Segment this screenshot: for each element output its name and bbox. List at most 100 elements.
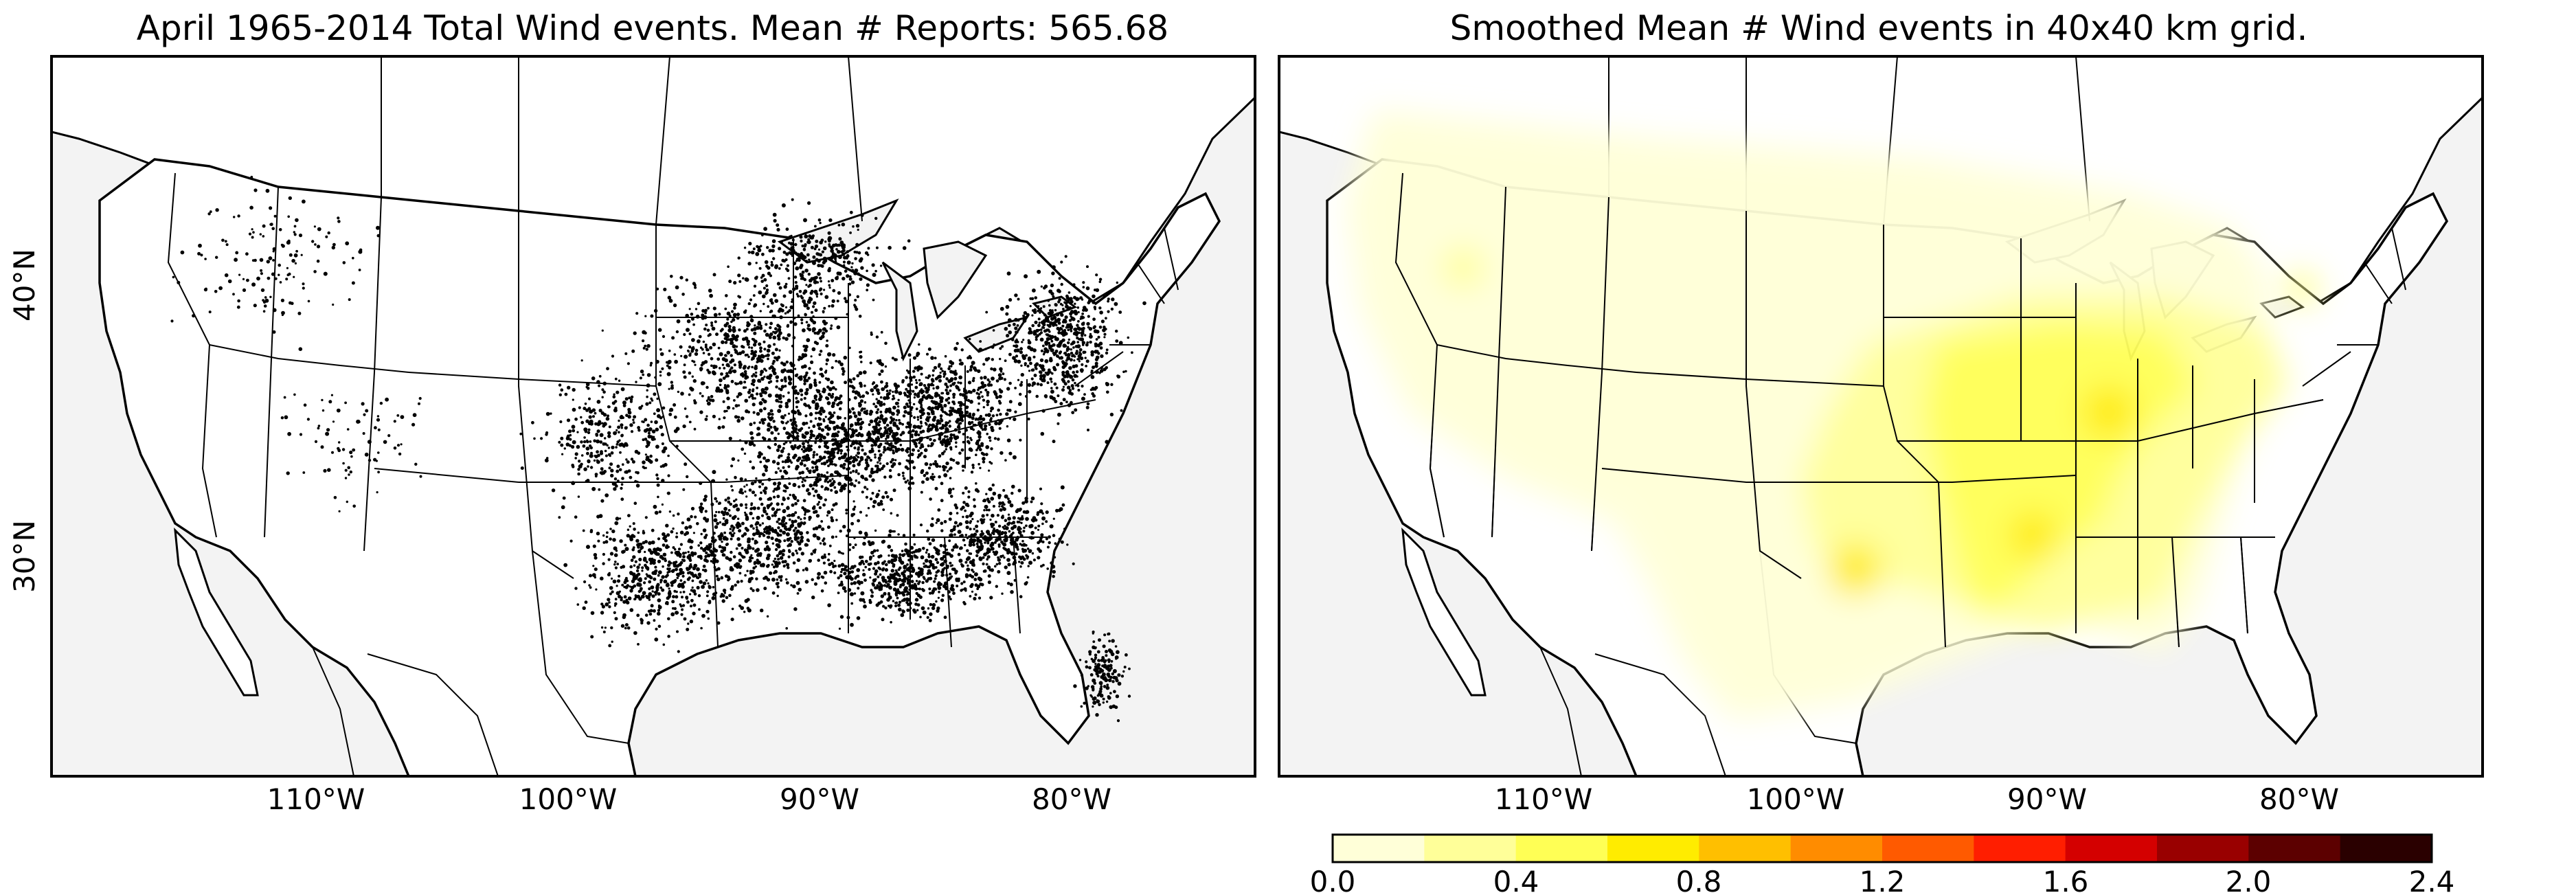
wind-report-point (1078, 331, 1081, 335)
wind-report-point (1043, 347, 1048, 351)
wind-report-point (828, 451, 832, 454)
wind-report-point (795, 580, 800, 585)
wind-report-point (935, 521, 938, 524)
wind-report-point (677, 390, 680, 394)
wind-report-point (857, 587, 860, 590)
wind-report-point (767, 427, 771, 432)
wind-report-point (897, 533, 900, 536)
wind-report-point (1014, 410, 1017, 414)
wind-report-point (912, 425, 917, 429)
wind-report-point (909, 414, 913, 418)
wind-report-point (762, 456, 767, 460)
wind-report-point (959, 534, 962, 537)
wind-report-point (1067, 403, 1072, 407)
wind-report-point (944, 586, 949, 590)
wind-report-point (806, 475, 809, 478)
wind-report-point (757, 432, 761, 436)
wind-report-point (787, 375, 791, 379)
wind-report-point (780, 502, 784, 506)
wind-report-point (853, 414, 858, 418)
wind-report-point (923, 473, 927, 477)
wind-report-point (975, 392, 979, 395)
wind-report-point (736, 562, 741, 567)
wind-report-point (852, 377, 856, 381)
wind-report-point (790, 540, 793, 543)
wind-report-point (818, 381, 822, 384)
wind-report-point (720, 576, 724, 580)
wind-report-point (911, 436, 914, 438)
wind-report-point (805, 387, 809, 392)
wind-report-point (602, 631, 606, 633)
wind-report-point (773, 514, 777, 517)
wind-report-point (679, 561, 683, 565)
wind-report-point (712, 539, 716, 543)
wind-report-point (863, 536, 866, 540)
wind-report-point (796, 477, 800, 480)
wind-report-point (626, 600, 630, 604)
wind-report-point (806, 306, 810, 310)
wind-report-point (798, 541, 802, 546)
wind-report-point (811, 400, 816, 404)
wind-report-point (999, 451, 1004, 455)
wind-report-point (717, 425, 721, 430)
wind-report-point (986, 399, 990, 404)
wind-report-point (730, 366, 734, 370)
wind-report-point (1042, 353, 1046, 356)
wind-report-point (771, 460, 776, 464)
wind-report-point (1054, 335, 1057, 339)
wind-report-point (1007, 499, 1012, 504)
wind-report-point (938, 378, 942, 383)
wind-report-point (710, 324, 714, 327)
wind-report-point (1042, 344, 1045, 348)
wind-report-point (1085, 343, 1089, 347)
wind-report-point (1092, 294, 1096, 299)
wind-report-point (890, 444, 895, 449)
wind-report-point (826, 401, 831, 405)
wind-report-point (732, 504, 736, 508)
wind-report-point (916, 603, 920, 607)
wind-report-point (926, 572, 929, 576)
wind-report-point (779, 529, 783, 533)
wind-report-point (1048, 304, 1051, 307)
wind-report-point (978, 445, 982, 449)
wind-report-point (908, 447, 912, 451)
wind-report-point (806, 531, 809, 534)
wind-report-point (779, 556, 784, 560)
wind-report-point (819, 373, 822, 376)
wind-report-point (788, 543, 792, 547)
wind-report-point (1042, 322, 1046, 327)
wind-report-point (998, 505, 1001, 508)
wind-report-point (938, 427, 942, 429)
wind-report-point (918, 383, 921, 387)
wind-report-point (747, 262, 752, 266)
wind-report-point (820, 428, 824, 432)
wind-report-point (756, 528, 759, 532)
wind-report-point (839, 615, 844, 619)
wind-report-point (1063, 363, 1067, 368)
wind-report-point (718, 418, 721, 420)
wind-report-point (949, 389, 952, 392)
wind-report-point (814, 441, 817, 444)
wind-report-point (1046, 324, 1049, 326)
wind-report-point (776, 379, 779, 383)
wind-report-point (1013, 561, 1017, 565)
wind-report-point (1072, 370, 1075, 374)
wind-report-point (802, 445, 806, 449)
wind-report-point (927, 383, 931, 387)
wind-report-point (859, 381, 863, 385)
wind-report-point (730, 358, 735, 363)
wind-report-point (710, 364, 713, 368)
wind-report-point (975, 482, 978, 485)
wind-report-point (1081, 385, 1084, 388)
wind-report-point (857, 411, 860, 414)
wind-report-point (1035, 335, 1038, 339)
wind-report-point (679, 567, 683, 572)
wind-report-point (574, 515, 578, 519)
wind-report-point (1080, 315, 1085, 320)
wind-report-point (943, 403, 947, 408)
wind-report-point (748, 488, 752, 492)
wind-report-point (613, 563, 616, 566)
wind-report-point (592, 565, 595, 567)
wind-report-point (642, 531, 646, 535)
wind-report-point (569, 539, 573, 543)
